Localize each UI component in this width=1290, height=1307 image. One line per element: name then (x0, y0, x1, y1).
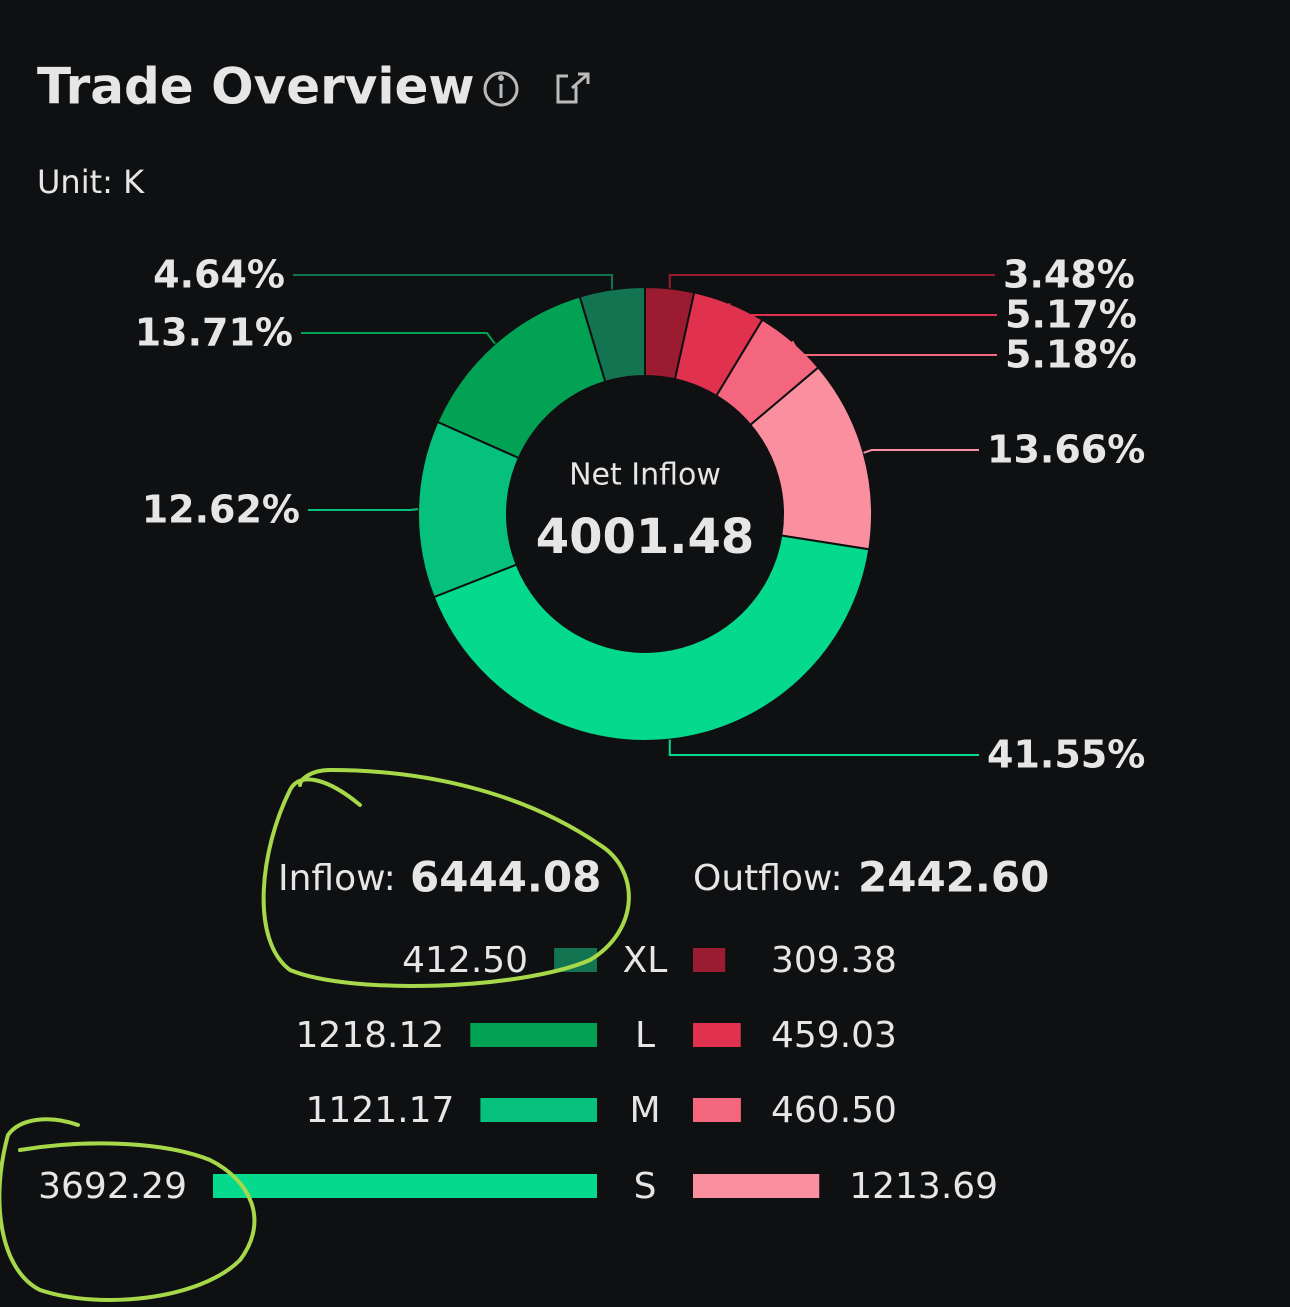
outflow-bar (693, 948, 726, 972)
leader-line (301, 332, 496, 345)
slice-label: 13.66% (987, 428, 1145, 472)
outflow-bar (693, 1023, 741, 1047)
size-label: L (635, 1015, 655, 1056)
outflow-bar (693, 1174, 820, 1198)
leader-line (668, 274, 995, 289)
outflow-label: Outflow: (693, 858, 843, 899)
inflow-bar (213, 1174, 598, 1198)
inflow-value: 1218.12 (295, 1015, 444, 1056)
inflow-label: Inflow: (278, 858, 396, 899)
leader-line (668, 739, 979, 756)
outflow-value: 309.38 (771, 940, 897, 981)
outflow-value: 459.03 (771, 1015, 897, 1056)
leader-line (863, 449, 979, 454)
size-label: S (634, 1166, 657, 1207)
outflow-value: 1213.69 (849, 1166, 998, 1207)
size-label: M (629, 1090, 660, 1131)
donut-slice (432, 534, 871, 743)
leader-line (293, 274, 614, 290)
size-label: XL (623, 940, 668, 981)
slice-label: 5.18% (1005, 333, 1137, 377)
annotation (0, 767, 631, 1302)
inflow-bar (480, 1098, 597, 1122)
inflow-value: 412.50 (402, 940, 528, 981)
center-label: Net Inflow (569, 458, 721, 493)
slice-label: 4.64% (153, 253, 285, 297)
slice-label: 3.48% (1003, 253, 1135, 297)
leader-line (791, 340, 997, 356)
info-icon[interactable] (483, 71, 519, 107)
center-value: 4001.48 (536, 509, 755, 565)
title: Trade Overview (37, 58, 475, 116)
outflow-total: 2442.60 (858, 853, 1049, 902)
unit-label: Unit: K (37, 163, 145, 201)
flow-rows: XL 412.50 309.38 L 1218.12 459.03 M 1121.17 460.… (38, 940, 998, 1207)
donut: 3.48%5.17%5.18% 13.66% 41.55% 12.62% 13.71% 4… (135, 253, 1146, 777)
leader-line (308, 508, 419, 511)
inflow-value: 3692.29 (38, 1166, 187, 1207)
inflow-value: 1121.17 (306, 1090, 455, 1131)
leader-line (728, 303, 997, 316)
inflow-bar (470, 1023, 597, 1047)
slice-label: 41.55% (987, 733, 1145, 777)
slice-label: 5.17% (1005, 293, 1137, 337)
outflow-bar (693, 1098, 741, 1122)
share-icon[interactable] (556, 72, 590, 104)
outflow-value: 460.50 (771, 1090, 897, 1131)
donut-slice (578, 285, 646, 384)
slice-label: 12.62% (142, 488, 300, 532)
inflow-total: 6444.08 (410, 853, 601, 902)
slice-label: 13.71% (135, 311, 293, 355)
